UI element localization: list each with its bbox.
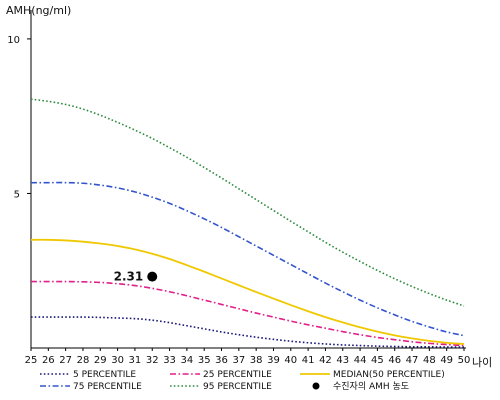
x-tick-label: 39 xyxy=(267,355,280,366)
legend-label: 95 PERCENTILE xyxy=(203,382,272,392)
x-tick-label: 29 xyxy=(94,355,107,366)
patient-amh-point xyxy=(147,271,158,282)
x-tick-label: 38 xyxy=(250,355,263,366)
series-line-75-percentile xyxy=(31,181,465,337)
axes xyxy=(30,10,466,349)
x-tick-label: 37 xyxy=(232,355,245,366)
y-tick-label: 5 xyxy=(14,189,20,200)
series-lines xyxy=(30,98,465,348)
x-axis-ticks: 25 26 27 28 29 30 31 32 33 34 35 36 37 38 39 40 41 42 43 44… xyxy=(25,348,471,366)
series-line-median-50-percentile xyxy=(30,238,465,345)
x-tick-label: 28 xyxy=(77,355,90,366)
x-tick-label: 50 xyxy=(458,355,471,366)
legend-label: 5 PERCENTILE xyxy=(73,370,136,380)
x-tick-label: 45 xyxy=(371,355,384,366)
x-tick-label: 49 xyxy=(440,355,453,366)
patient-point: 2.31 xyxy=(114,270,158,284)
x-tick-label: 34 xyxy=(181,355,194,366)
x-tick-label: 32 xyxy=(146,355,159,366)
x-axis-label: 나이 xyxy=(472,356,492,369)
legend-label: MEDIAN(50 PERCENTILE) xyxy=(333,370,445,380)
legend-swatch-patient-point xyxy=(312,382,320,390)
x-tick-label: 48 xyxy=(423,355,436,366)
legend-label: 25 PERCENTILE xyxy=(203,370,272,380)
y-tick-label: 10 xyxy=(7,35,20,46)
series-line-95-percentile xyxy=(30,98,465,307)
x-tick-label: 35 xyxy=(198,355,211,366)
legend-label: 수진자의 AMH 농도 xyxy=(333,381,409,392)
x-tick-label: 47 xyxy=(406,355,419,366)
legend: 5 PERCENTILE 25 PERCENTILE MEDIAN(50 PERCE… xyxy=(40,370,445,392)
x-tick-label: 41 xyxy=(302,355,315,366)
series-line-25-percentile xyxy=(30,280,465,347)
x-tick-label: 31 xyxy=(129,355,142,366)
x-tick-label: 44 xyxy=(354,355,367,366)
y-axis-ticks: 5 10 xyxy=(7,35,31,200)
x-tick-label: 42 xyxy=(319,355,332,366)
x-tick-label: 26 xyxy=(42,355,55,366)
legend-label: 75 PERCENTILE xyxy=(73,382,142,392)
x-tick-label: 36 xyxy=(215,355,228,366)
x-tick-label: 30 xyxy=(111,355,124,366)
x-tick-label: 25 xyxy=(25,355,38,366)
patient-amh-value-label: 2.31 xyxy=(114,270,144,284)
x-tick-label: 27 xyxy=(59,355,72,366)
x-tick-label: 40 xyxy=(284,355,297,366)
x-tick-label: 43 xyxy=(336,355,349,366)
y-axis-label: AMH(ng/ml) xyxy=(6,4,71,17)
x-tick-label: 33 xyxy=(163,355,176,366)
x-tick-label: 46 xyxy=(388,355,401,366)
series-line-5-percentile xyxy=(31,316,465,348)
